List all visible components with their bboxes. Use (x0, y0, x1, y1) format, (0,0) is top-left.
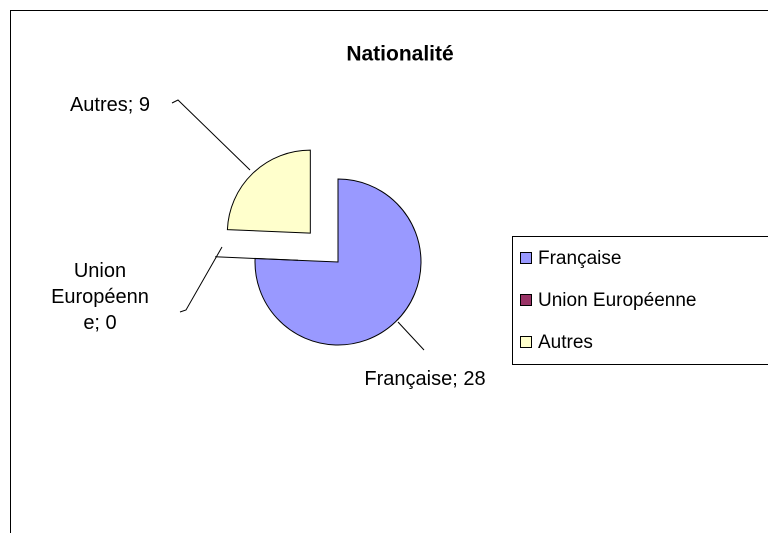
data-label: Union Européenne; 0 (51, 260, 149, 334)
legend-box (512, 236, 768, 365)
leader-line (179, 246, 223, 313)
leader-line (397, 321, 425, 351)
pie-slice (254, 178, 422, 346)
legend-swatch (520, 294, 532, 306)
legend-swatch (520, 336, 532, 348)
leader-line (171, 99, 251, 171)
legend-label: Union Européenne (538, 290, 696, 311)
pie-slice (226, 149, 311, 234)
data-label: Française; 28 (364, 368, 486, 390)
legend-label: Française (538, 248, 621, 269)
chart-title: Nationalité (346, 43, 453, 66)
legend-swatch (520, 252, 532, 264)
legend-label: Autres (538, 332, 593, 353)
pie-slice (215, 256, 299, 261)
data-label: Autres; 9 (69, 94, 151, 116)
